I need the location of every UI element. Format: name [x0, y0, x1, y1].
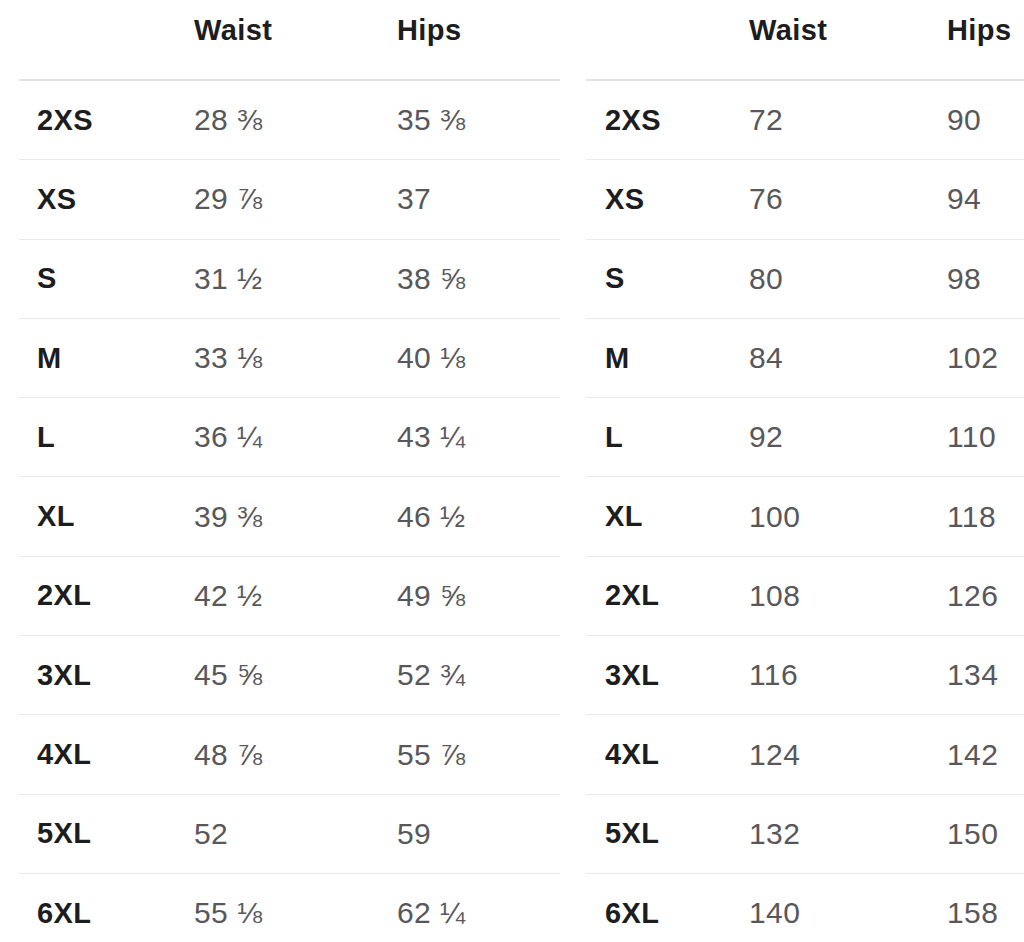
table-row: 2XL 42 ½ 49 ⅝	[19, 557, 560, 636]
waist-cell: 55 ⅛	[194, 898, 397, 928]
waist-cell: 92	[749, 422, 947, 452]
table-row: S 31 ½ 38 ⅝	[19, 240, 560, 319]
waist-cell: 29 ⅞	[194, 184, 397, 214]
table-row: XL 39 ⅜ 46 ½	[19, 477, 560, 556]
hips-cell: 37	[397, 184, 560, 214]
hips-cell: 94	[947, 184, 1024, 214]
waist-cell: 72	[749, 105, 947, 135]
table-row: 6XL 55 ⅛ 62 ¼	[19, 874, 560, 942]
waist-cell: 48 ⅞	[194, 740, 397, 770]
hips-cell: 52 ¾	[397, 660, 560, 690]
hips-cell: 59	[397, 819, 560, 849]
table-row: 3XL 45 ⅝ 52 ¾	[19, 636, 560, 715]
table-row: L 36 ¼ 43 ¼	[19, 398, 560, 477]
table-row: XS 76 94	[586, 160, 1024, 239]
waist-cell: 108	[749, 581, 947, 611]
waist-cell: 52	[194, 819, 397, 849]
waist-cell: 31 ½	[194, 264, 397, 294]
column-header-waist: Waist	[194, 16, 397, 45]
hips-cell: 49 ⅝	[397, 581, 560, 611]
hips-cell: 110	[947, 422, 1024, 452]
hips-cell: 118	[947, 502, 1024, 532]
size-cell: 6XL	[605, 899, 749, 928]
hips-cell: 40 ⅛	[397, 343, 560, 373]
waist-cell: 36 ¼	[194, 422, 397, 452]
column-header-hips: Hips	[397, 16, 560, 45]
hips-cell: 126	[947, 581, 1024, 611]
size-cell: 2XS	[605, 106, 749, 135]
size-cell: 2XL	[605, 581, 749, 610]
size-cell: 4XL	[37, 740, 194, 769]
size-cell: 6XL	[37, 899, 194, 928]
size-cell: 5XL	[605, 819, 749, 848]
table-header-row: Waist Hips	[19, 0, 560, 81]
waist-cell: 33 ⅛	[194, 343, 397, 373]
table-body: 2XS 72 90 XS 76 94 S 80 98 M	[586, 81, 1024, 942]
hips-cell: 134	[947, 660, 1024, 690]
hips-cell: 35 ⅜	[397, 105, 560, 135]
waist-cell: 132	[749, 819, 947, 849]
waist-cell: 42 ½	[194, 581, 397, 611]
size-cell: XL	[605, 502, 749, 531]
table-row: L 92 110	[586, 398, 1024, 477]
table-row: 2XS 72 90	[586, 81, 1024, 160]
hips-cell: 102	[947, 343, 1024, 373]
waist-cell: 39 ⅜	[194, 502, 397, 532]
table-row: S 80 98	[586, 240, 1024, 319]
size-cell: XS	[605, 185, 749, 214]
waist-cell: 28 ⅜	[194, 105, 397, 135]
waist-cell: 100	[749, 502, 947, 532]
table-row: 4XL 124 142	[586, 715, 1024, 794]
size-cell: 5XL	[37, 819, 194, 848]
table-row: 6XL 140 158	[586, 874, 1024, 942]
hips-cell: 43 ¼	[397, 422, 560, 452]
table-row: 2XS 28 ⅜ 35 ⅜	[19, 81, 560, 160]
waist-cell: 124	[749, 740, 947, 770]
hips-cell: 55 ⅞	[397, 740, 560, 770]
table-row: XL 100 118	[586, 477, 1024, 556]
table-row: M 33 ⅛ 40 ⅛	[19, 319, 560, 398]
table-row: 2XL 108 126	[586, 557, 1024, 636]
hips-cell: 150	[947, 819, 1024, 849]
hips-cell: 38 ⅝	[397, 264, 560, 294]
size-cell: 2XL	[37, 581, 194, 610]
size-table-metric: Waist Hips 2XS 72 90 XS 76 94 S 8	[586, 0, 1024, 942]
size-cell: M	[605, 344, 749, 373]
size-cell: S	[37, 264, 194, 293]
size-cell: XL	[37, 502, 194, 531]
table-row: 5XL 52 59	[19, 795, 560, 874]
table-row: M 84 102	[586, 319, 1024, 398]
hips-cell: 46 ½	[397, 502, 560, 532]
hips-cell: 142	[947, 740, 1024, 770]
size-cell: 3XL	[37, 661, 194, 690]
table-row: XS 29 ⅞ 37	[19, 160, 560, 239]
hips-cell: 98	[947, 264, 1024, 294]
size-cell: 2XS	[37, 106, 194, 135]
size-cell: S	[605, 264, 749, 293]
size-cell: M	[37, 344, 194, 373]
waist-cell: 116	[749, 660, 947, 690]
waist-cell: 140	[749, 898, 947, 928]
table-header-row: Waist Hips	[586, 0, 1024, 81]
size-cell: 4XL	[605, 740, 749, 769]
waist-cell: 84	[749, 343, 947, 373]
column-header-waist: Waist	[749, 16, 947, 45]
column-header-hips: Hips	[947, 16, 1024, 45]
hips-cell: 158	[947, 898, 1024, 928]
size-cell: L	[37, 423, 194, 452]
hips-cell: 62 ¼	[397, 898, 560, 928]
hips-cell: 90	[947, 105, 1024, 135]
waist-cell: 76	[749, 184, 947, 214]
table-row: 5XL 132 150	[586, 795, 1024, 874]
waist-cell: 45 ⅝	[194, 660, 397, 690]
table-body: 2XS 28 ⅜ 35 ⅜ XS 29 ⅞ 37 S 31 ½ 38 ⅝	[19, 81, 560, 942]
table-row: 4XL 48 ⅞ 55 ⅞	[19, 715, 560, 794]
waist-cell: 80	[749, 264, 947, 294]
size-table-imperial: Waist Hips 2XS 28 ⅜ 35 ⅜ XS 29 ⅞ 37 S	[19, 0, 560, 942]
size-cell: XS	[37, 185, 194, 214]
size-chart: Waist Hips 2XS 28 ⅜ 35 ⅜ XS 29 ⅞ 37 S	[0, 0, 1024, 942]
size-cell: L	[605, 423, 749, 452]
table-row: 3XL 116 134	[586, 636, 1024, 715]
size-cell: 3XL	[605, 661, 749, 690]
